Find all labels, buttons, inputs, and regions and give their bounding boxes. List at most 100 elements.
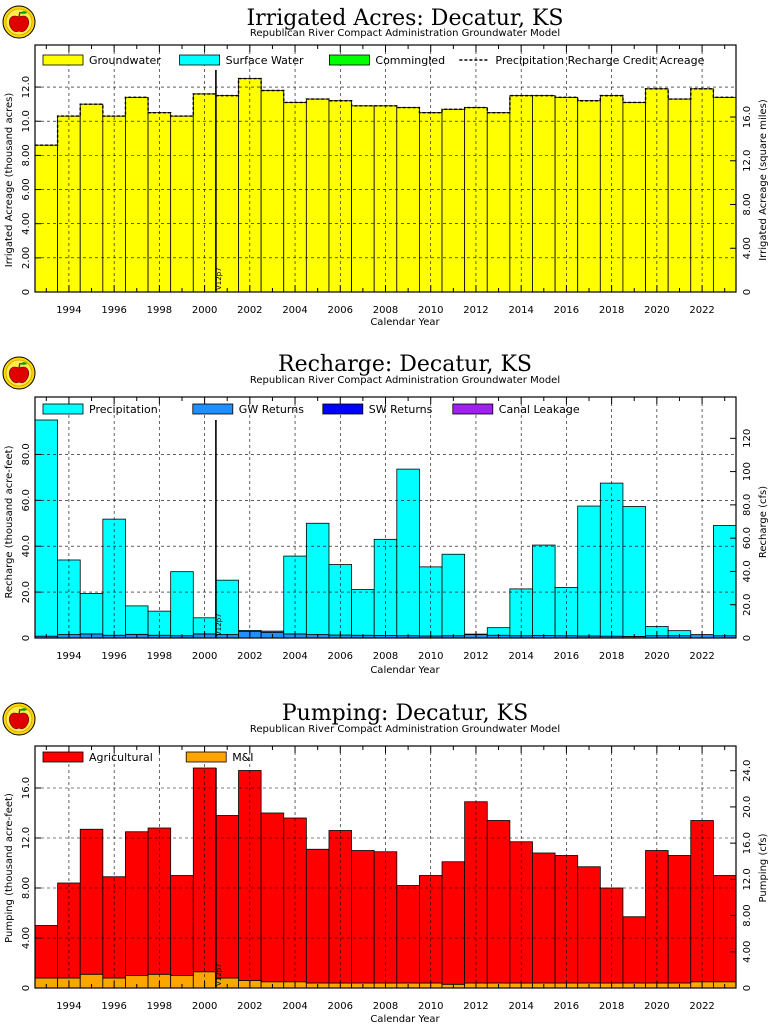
y-tick-label: 8.00 — [21, 144, 32, 166]
x-tick-label: 2016 — [554, 651, 579, 662]
y-tick-label: 8.00 — [21, 877, 32, 899]
bar-precipitation — [554, 587, 579, 637]
y2-tick-label: 4.00 — [742, 237, 753, 259]
bar-precipitation — [577, 505, 601, 637]
y2-tick-label: 60.0 — [742, 527, 753, 549]
x-tick-label: 2018 — [599, 651, 624, 662]
x-tick-label: 1994 — [56, 1001, 81, 1012]
x-tick-label: 2000 — [192, 1001, 217, 1012]
x-tick-label: 2008 — [373, 1001, 398, 1012]
x-tick-label: 1996 — [101, 1001, 126, 1012]
bar-groundwater — [667, 98, 692, 293]
y-tick-label: 10.0 — [21, 110, 32, 132]
chart-title: Pumping: Decatur, KS — [282, 701, 528, 726]
bar-agricultural — [486, 820, 511, 984]
y2-tick-label: 0 — [742, 985, 753, 991]
plot-area: 0 4.00 8.00 12.0 16.0 0 4.00 8.00 12.0 16.0 20.0 24… — [21, 745, 753, 1012]
x-tick-label: 2022 — [689, 305, 714, 316]
bar-precipitation — [260, 630, 285, 633]
bar-agricultural — [79, 828, 104, 975]
y-tick-label: 80.0 — [21, 443, 32, 465]
bar-precipitation — [622, 506, 646, 637]
x-tick-label: 2006 — [328, 305, 353, 316]
bar-agricultural — [34, 925, 59, 979]
y-tick-label: 6.00 — [21, 178, 32, 200]
bar-groundwater — [532, 95, 556, 293]
x-axis-label: Calendar Year — [370, 665, 440, 676]
chart-subtitle: Republican River Compact Administration … — [250, 375, 560, 386]
x-tick-label: 2012 — [463, 1001, 488, 1012]
legend-swatch — [42, 54, 84, 66]
bar-agricultural — [125, 831, 149, 976]
bar-precipitation — [305, 522, 330, 635]
x-tick-label: 2002 — [237, 1001, 262, 1012]
y-tick-label: 20.0 — [21, 581, 32, 603]
recharge-panel: Recharge: Decatur, KS Republican River C… — [2, 352, 768, 676]
bar-agricultural — [192, 767, 217, 973]
y-tick-label: 0 — [21, 635, 32, 641]
bar-groundwater — [373, 105, 398, 293]
plot-frame — [34, 396, 737, 639]
x-tick-label: 2004 — [282, 651, 307, 662]
x-tick-label: 2010 — [418, 305, 443, 316]
legend-swatch — [452, 403, 494, 415]
chart-subtitle: Republican River Compact Administration … — [250, 28, 560, 39]
bar-precipitation — [441, 553, 466, 637]
version-marker-label: V12p7 — [215, 267, 223, 290]
x-tick-label: 2002 — [237, 651, 262, 662]
bar-precipitation — [328, 564, 352, 636]
y2-tick-label: 16.0 — [742, 106, 753, 128]
bar-agricultural — [577, 866, 601, 984]
x-tick-label: 1994 — [56, 305, 81, 316]
x-tick-label: 1998 — [147, 651, 172, 662]
x-tick-label: 2022 — [689, 651, 714, 662]
y-tick-label: 12.0 — [21, 76, 32, 98]
x-tick-label: 2008 — [373, 305, 398, 316]
bar-groundwater — [170, 115, 194, 293]
legend-swatch — [192, 403, 234, 415]
x-tick-label: 2010 — [418, 651, 443, 662]
bar-groundwater — [486, 112, 511, 293]
y-tick-label: 4.00 — [21, 213, 32, 235]
bar-groundwater — [215, 95, 239, 293]
y2-tick-label: 16.0 — [742, 832, 753, 854]
y-tick-label: 12.0 — [21, 827, 32, 849]
y-tick-label: 4.00 — [21, 927, 32, 949]
legend-label: Precipitation — [89, 403, 158, 416]
y-tick-label: 60.0 — [21, 489, 32, 511]
y-axis-label: Irrigated Acreage (thousand acres) — [4, 93, 15, 268]
pumping-panel: Pumping: Decatur, KS Republican River Co… — [2, 701, 768, 1024]
bar-precipitation — [79, 593, 104, 635]
bar-agricultural — [260, 812, 285, 983]
legend-swatch — [179, 54, 221, 66]
x-tick-label: 2006 — [328, 1001, 353, 1012]
bar-precipitation — [351, 589, 375, 636]
legend-label: Precipitation Recharge Credit Acreage — [495, 54, 704, 67]
bar-precipitation — [396, 468, 420, 637]
legend-label: Groundwater — [89, 54, 161, 67]
x-tick-label: 2000 — [192, 651, 217, 662]
x-tick-label: 2004 — [282, 1001, 307, 1012]
legend-label: Canal Leakage — [499, 403, 580, 416]
plot-frame — [34, 745, 737, 989]
bar-groundwater — [260, 90, 285, 293]
bar-groundwater — [622, 102, 646, 293]
bar-agricultural — [305, 848, 330, 984]
y2-tick-label: 20.0 — [742, 796, 753, 818]
bar-agricultural — [441, 861, 466, 985]
bar-precipitation — [170, 571, 194, 637]
x-tick-label: 2004 — [282, 305, 307, 316]
version-marker-label: V12p7 — [215, 963, 223, 986]
bar-groundwater — [34, 144, 59, 293]
y2-tick-label: 24.0 — [742, 760, 753, 782]
x-tick-label: 2014 — [508, 651, 533, 662]
y2-tick-label: 0 — [742, 635, 753, 641]
bar-groundwater — [351, 105, 375, 293]
plot-area: 0 20.0 40.0 60.0 80.0 0 20.0 40.0 60.0 80.0 100 120… — [21, 396, 753, 662]
bar-precipitation — [34, 419, 59, 637]
y2-tick-label: 20.0 — [742, 594, 753, 616]
x-tick-label: 2016 — [554, 1001, 579, 1012]
bar-agricultural — [622, 916, 646, 984]
x-tick-label: 2014 — [508, 305, 533, 316]
legend-swatch — [185, 751, 227, 763]
